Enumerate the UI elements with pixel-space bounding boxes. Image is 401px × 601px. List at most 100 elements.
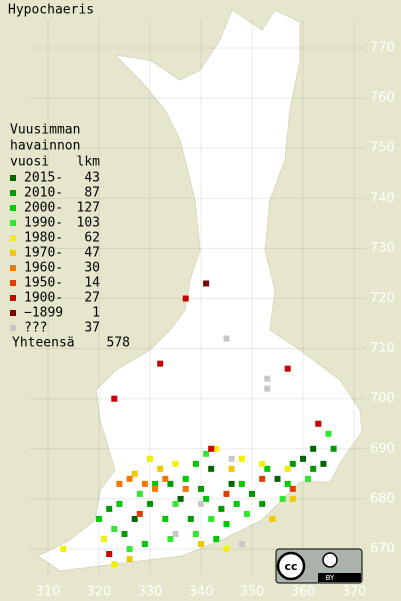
legend-label: 1950- — [24, 276, 63, 291]
occurrence-cell — [60, 546, 67, 552]
occurrence-cell — [121, 530, 128, 537]
y-tick-label: 690 — [370, 441, 395, 456]
occurrence-cell — [203, 495, 210, 502]
occurrence-cell — [172, 530, 179, 537]
occurrence-cell — [269, 515, 276, 522]
occurrence-cell — [162, 515, 169, 522]
legend-label: 1900- — [24, 291, 63, 306]
legend-count: 127 — [77, 201, 100, 216]
legend-swatch — [10, 310, 16, 316]
y-tick-label: 700 — [370, 391, 395, 406]
y-tick-label: 670 — [370, 542, 395, 557]
legend-count: 1 — [92, 306, 100, 321]
y-tick-label: 730 — [370, 241, 395, 256]
occurrence-cell — [259, 475, 266, 482]
occurrence-cell — [259, 460, 266, 467]
occurrence-cell — [187, 515, 194, 522]
by-text: BY — [326, 574, 335, 582]
map-title: Hypochaeris — [8, 3, 94, 18]
occurrence-cell — [243, 510, 250, 517]
legend-label: ??? — [24, 321, 47, 336]
occurrence-cell — [330, 445, 337, 452]
occurrence-cell — [203, 450, 210, 457]
legend-swatch — [10, 175, 16, 181]
badge-strip — [318, 573, 361, 582]
occurrence-cell — [203, 280, 210, 287]
y-tick-label: 750 — [370, 141, 395, 156]
occurrence-cell — [284, 480, 291, 487]
legend-count: 27 — [84, 291, 100, 306]
occurrence-cell — [198, 540, 204, 547]
legend-title: vuosi — [10, 155, 49, 170]
occurrence-cell — [111, 525, 118, 532]
occurrence-cell — [279, 495, 286, 502]
cc-circle — [276, 551, 306, 581]
y-tick-label: 770 — [370, 41, 395, 56]
occurrence-cell — [228, 455, 235, 462]
occurrence-cell — [310, 445, 317, 452]
occurrence-cell — [126, 556, 133, 563]
legend-label: 2015- — [24, 171, 63, 186]
occurrence-cell — [192, 460, 199, 467]
occurrence-cell — [264, 465, 271, 472]
legend-swatch — [10, 325, 16, 331]
occurrence-cell — [131, 470, 138, 477]
x-tick-label: 340 — [189, 585, 214, 600]
occurrence-cell — [131, 515, 138, 522]
legend-count: 62 — [84, 231, 100, 246]
occurrence-cell — [152, 485, 159, 492]
x-tick-label: 320 — [87, 585, 112, 600]
occurrence-cell — [223, 546, 230, 552]
occurrence-cell — [305, 475, 312, 482]
legend-swatch — [10, 295, 16, 301]
legend-count: 30 — [84, 261, 100, 276]
occurrence-cell — [101, 535, 108, 542]
occurrence-cell — [157, 465, 164, 472]
occurrence-cell — [172, 500, 179, 507]
occurrence-cell — [147, 500, 153, 507]
occurrence-cell — [264, 385, 271, 392]
y-tick-label: 710 — [370, 341, 395, 356]
occurrence-cell — [198, 485, 204, 492]
occurrence-cell — [167, 535, 174, 542]
legend-label: 1990- — [24, 216, 63, 231]
legend-swatch — [10, 265, 16, 271]
legend-swatch — [10, 280, 16, 286]
occurrence-cell — [289, 495, 296, 502]
legend-title: Vuusimman — [10, 123, 80, 138]
occurrence-cell — [182, 295, 189, 302]
x-tick-label: 360 — [291, 585, 316, 600]
occurrence-cell — [320, 460, 327, 467]
legend-label: 2000- — [24, 201, 63, 216]
occurrence-cell — [167, 480, 174, 487]
occurrence-cell — [223, 335, 230, 342]
occurrence-cell — [162, 475, 169, 482]
occurrence-cell — [116, 500, 123, 507]
legend-label: 1980- — [24, 231, 63, 246]
legend-count: 37 — [84, 321, 100, 336]
occurrence-cell — [208, 465, 215, 472]
occurrence-cell — [223, 520, 230, 527]
occurrence-cell — [233, 500, 240, 507]
legend-label: 2010- — [24, 186, 63, 201]
x-tick-label: 310 — [36, 585, 61, 600]
occurrence-cell — [213, 535, 220, 542]
occurrence-cell — [249, 490, 255, 497]
occurrence-cell — [289, 485, 296, 492]
occurrence-cell — [238, 540, 245, 547]
occurrence-cell — [111, 395, 118, 402]
occurrence-cell — [198, 500, 204, 507]
occurrence-cell — [213, 445, 220, 452]
occurrence-cell — [274, 475, 281, 482]
occurrence-cell — [284, 365, 291, 372]
occurrence-cell — [106, 551, 113, 558]
occurrence-cell — [310, 465, 317, 472]
x-tick-label: 330 — [138, 585, 163, 600]
occurrence-cell — [111, 561, 118, 568]
legend-swatch — [10, 205, 16, 211]
occurrence-cell — [325, 430, 332, 437]
legend-count: 103 — [77, 216, 100, 231]
occurrence-cell — [223, 490, 230, 497]
